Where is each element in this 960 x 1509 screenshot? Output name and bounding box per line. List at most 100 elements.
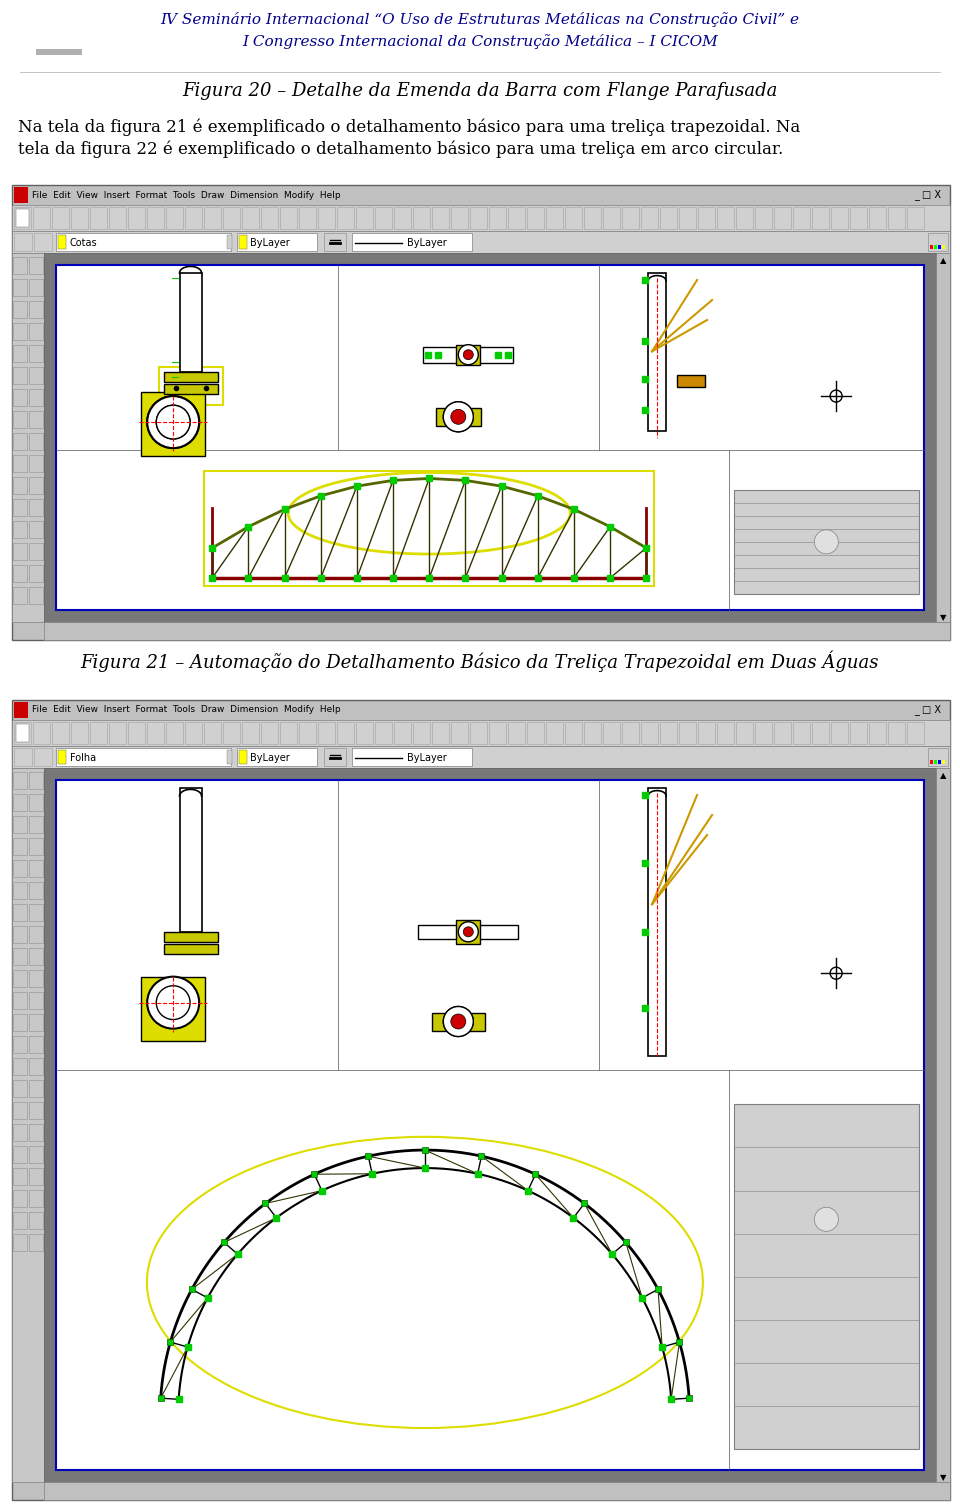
Bar <box>56 266 924 610</box>
Bar <box>12 745 950 768</box>
Bar <box>14 748 32 767</box>
Bar <box>52 721 69 744</box>
Circle shape <box>147 395 199 448</box>
Bar <box>71 207 88 229</box>
Bar <box>13 816 27 833</box>
Bar <box>56 748 231 767</box>
Bar <box>29 1212 43 1228</box>
Bar <box>622 721 639 744</box>
Bar <box>13 927 27 943</box>
Bar <box>109 207 126 229</box>
Bar <box>44 1482 950 1500</box>
Circle shape <box>444 401 473 432</box>
Text: ▲: ▲ <box>940 257 947 266</box>
Bar <box>13 1102 27 1120</box>
Bar <box>930 761 933 764</box>
Bar <box>934 761 937 764</box>
Bar <box>12 186 950 640</box>
Bar <box>375 207 392 229</box>
Bar <box>717 207 734 229</box>
Bar <box>163 371 218 382</box>
Bar <box>13 860 27 877</box>
Bar <box>12 231 950 254</box>
Bar <box>242 721 259 744</box>
Bar <box>13 433 27 450</box>
Bar <box>565 721 582 744</box>
Bar <box>648 273 666 430</box>
Bar <box>641 721 658 744</box>
Bar <box>736 207 753 229</box>
Circle shape <box>451 409 466 424</box>
Bar <box>774 721 791 744</box>
Bar <box>774 207 791 229</box>
Bar <box>237 748 317 767</box>
Bar <box>12 768 44 1482</box>
Bar <box>648 788 666 1056</box>
Bar <box>565 207 582 229</box>
Bar <box>13 1191 27 1207</box>
Bar <box>90 721 107 744</box>
Bar <box>204 471 655 585</box>
Bar <box>29 323 43 340</box>
Bar <box>147 207 164 229</box>
Bar <box>13 543 27 560</box>
Bar <box>239 750 247 764</box>
Bar <box>34 232 52 250</box>
Text: _ □ X: _ □ X <box>914 190 941 201</box>
Bar <box>324 232 346 250</box>
Bar <box>29 410 43 429</box>
Bar <box>56 232 231 250</box>
Bar <box>934 244 937 249</box>
Text: ▼: ▼ <box>940 614 947 623</box>
Circle shape <box>464 927 473 937</box>
Bar <box>13 323 27 340</box>
Bar <box>56 780 924 1470</box>
Bar <box>456 920 480 943</box>
Bar <box>938 761 941 764</box>
Bar <box>13 773 27 789</box>
Bar <box>13 948 27 964</box>
Bar <box>36 48 82 54</box>
Bar <box>13 1037 27 1053</box>
Circle shape <box>444 401 473 432</box>
Bar <box>489 207 506 229</box>
Bar <box>13 1124 27 1141</box>
Bar <box>679 207 696 229</box>
Bar <box>451 207 468 229</box>
Bar <box>29 816 43 833</box>
Bar <box>942 761 945 764</box>
Bar <box>185 207 202 229</box>
Bar <box>166 207 183 229</box>
Bar <box>13 587 27 604</box>
Bar <box>12 720 950 745</box>
Bar <box>163 383 218 394</box>
Text: IV Seminário Internacional “O Uso de Estruturas Metálicas na Construção Civil” e: IV Seminário Internacional “O Uso de Est… <box>160 12 800 27</box>
Bar <box>13 991 27 1010</box>
Text: Folha: Folha <box>70 753 96 764</box>
Bar <box>352 748 472 767</box>
Text: tela da figura 22 é exemplificado o detalhamento básico para uma treliça em arco: tela da figura 22 é exemplificado o deta… <box>18 140 783 157</box>
Bar <box>13 499 27 516</box>
Bar <box>141 392 205 456</box>
Bar <box>698 207 715 229</box>
Bar <box>13 1014 27 1031</box>
Bar <box>29 1124 43 1141</box>
Bar <box>44 254 936 622</box>
Bar <box>869 721 886 744</box>
Polygon shape <box>43 1447 75 1471</box>
Bar <box>470 207 487 229</box>
Polygon shape <box>28 1435 90 1489</box>
Circle shape <box>464 350 473 359</box>
Text: Figura 20 – Detalhe da Emenda da Barra com Flange Parafusada: Figura 20 – Detalhe da Emenda da Barra c… <box>182 81 778 100</box>
Bar <box>44 622 950 640</box>
Bar <box>13 970 27 987</box>
Circle shape <box>458 344 478 365</box>
Bar <box>29 543 43 560</box>
Bar <box>13 257 27 275</box>
Bar <box>13 1058 27 1074</box>
Bar <box>831 207 848 229</box>
Bar <box>13 1145 27 1163</box>
Bar <box>29 257 43 275</box>
Bar <box>432 721 449 744</box>
Bar <box>489 721 506 744</box>
